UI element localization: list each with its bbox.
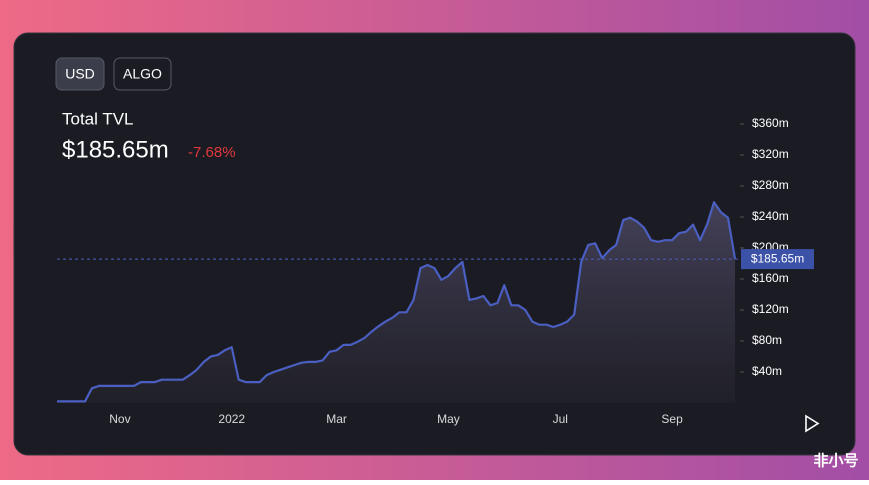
y-tick-label: $120m — [752, 302, 789, 316]
usd-label[interactable]: USD — [65, 66, 95, 82]
y-tick-label: $360m — [752, 116, 789, 130]
y-tick-label: $160m — [752, 271, 789, 285]
x-tick-label: 2022 — [218, 412, 245, 426]
reference-label: $185.65m — [751, 251, 804, 265]
y-tick-label: $40m — [752, 364, 782, 378]
y-tick-label: $240m — [752, 209, 789, 223]
line — [57, 201, 737, 403]
y-tick-label: $320m — [752, 147, 789, 161]
y-tick-label: $80m — [752, 333, 782, 347]
play-button[interactable] — [805, 414, 820, 433]
algo-button[interactable] — [113, 57, 172, 91]
area-fill — [57, 202, 735, 403]
x-tick-label: Jul — [553, 412, 568, 426]
y-tick-label: $280m — [752, 178, 789, 192]
change: -7.68% — [188, 144, 236, 161]
x-tick-label: May — [437, 412, 460, 426]
plot: $40m$80m$120m$160m$200m$240m$280m$320m$3… — [57, 116, 814, 426]
usd-button[interactable] — [55, 57, 105, 91]
x-tick-label: Sep — [661, 412, 683, 426]
watermark: 非小号 — [813, 452, 858, 470]
x-tick-label: Mar — [326, 412, 347, 426]
chart-title: Total TVL — [62, 109, 134, 128]
algo-label[interactable]: ALGO — [123, 66, 162, 82]
current-value: $185.65m — [62, 136, 169, 163]
x-tick-label: Nov — [109, 412, 130, 426]
reference-label-box — [741, 249, 814, 270]
